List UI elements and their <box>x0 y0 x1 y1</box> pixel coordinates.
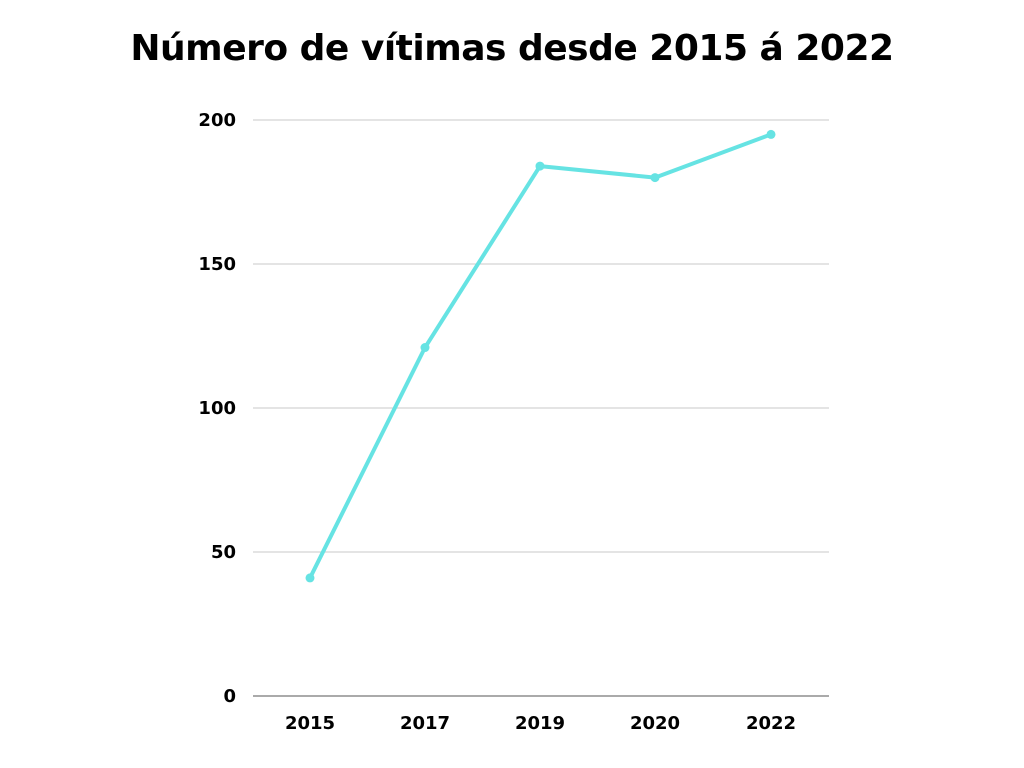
gridlines <box>253 119 829 697</box>
x-axis-labels: 2015 2017 2019 2020 2022 <box>285 713 796 734</box>
data-point <box>766 129 776 139</box>
chart-title: Número de vítimas desde 2015 á 2022 <box>130 28 894 69</box>
x-tick-label: 2022 <box>746 713 796 734</box>
y-tick-label: 0 <box>223 686 236 707</box>
data-point <box>305 573 315 583</box>
data-point <box>535 161 545 171</box>
y-tick-label: 200 <box>198 110 236 131</box>
series-group <box>305 129 776 583</box>
y-axis-labels: 0 50 100 150 200 <box>198 110 236 707</box>
x-tick-label: 2017 <box>400 713 450 734</box>
data-point <box>420 343 430 353</box>
series-line <box>308 132 773 580</box>
x-tick-label: 2020 <box>630 713 680 734</box>
x-tick-label: 2015 <box>285 713 335 734</box>
y-tick-label: 150 <box>198 254 236 275</box>
data-point <box>650 173 660 183</box>
y-tick-label: 100 <box>198 398 236 419</box>
x-tick-label: 2019 <box>515 713 565 734</box>
y-tick-label: 50 <box>211 542 236 563</box>
